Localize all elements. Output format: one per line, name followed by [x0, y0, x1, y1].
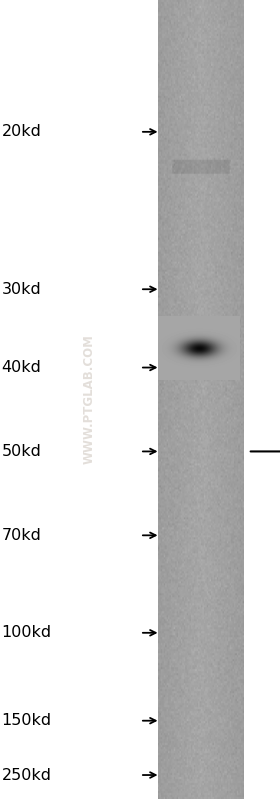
Text: 30kd: 30kd [1, 282, 41, 296]
Text: 100kd: 100kd [1, 626, 52, 640]
Text: WWW.PTGLAB.COM: WWW.PTGLAB.COM [83, 335, 96, 464]
Text: 20kd: 20kd [1, 125, 41, 139]
Text: 150kd: 150kd [1, 714, 52, 728]
Text: 50kd: 50kd [1, 444, 41, 459]
Text: 250kd: 250kd [1, 768, 52, 782]
Text: 70kd: 70kd [1, 528, 41, 543]
Text: 40kd: 40kd [1, 360, 41, 375]
